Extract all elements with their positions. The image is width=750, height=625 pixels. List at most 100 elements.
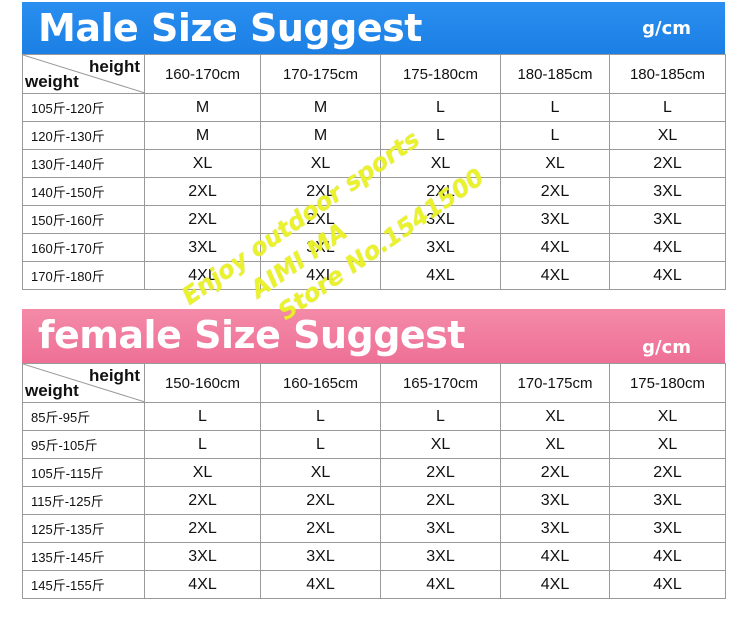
table-row: 140斤-150斤 2XL 2XL 2XL 2XL 3XL [22,177,726,206]
size-cell: 3XL [500,486,610,515]
weight-cell: 135斤-145斤 [22,542,145,571]
table-row: 120斤-130斤 M M L L XL [22,121,726,150]
size-cell: 3XL [500,205,610,234]
size-cell: 3XL [500,514,610,543]
header-row: height weight 150-160cm 160-165cm 165-170cm 1… [22,363,726,403]
weight-label: weight [25,381,79,400]
table-row: 130斤-140斤 XL XL XL XL 2XL [22,149,726,178]
size-cell: M [144,121,261,150]
size-cell: M [144,93,261,122]
height-label: height [89,57,140,76]
size-cell: XL [609,430,726,459]
size-cell: 2XL [500,177,610,206]
size-cell: L [380,93,501,122]
size-cell: 2XL [144,205,261,234]
size-cell: XL [609,121,726,150]
female-size-table: height weight 150-160cm 160-165cm 165-170cm 1… [22,363,726,599]
size-cell: L [260,430,381,459]
height-header-cell: 170-175cm [260,54,381,94]
weight-cell: 150斤-160斤 [22,205,145,234]
size-cell: XL [500,430,610,459]
size-cell: 4XL [609,542,726,571]
size-cell: 4XL [500,570,610,599]
height-header-cell: 170-175cm [500,363,610,403]
size-cell: L [500,93,610,122]
table-row: 150斤-160斤 2XL 2XL 3XL 3XL 3XL [22,205,726,234]
size-cell: 3XL [609,486,726,515]
height-header-cell: 165-170cm [380,363,501,403]
size-cell: 2XL [260,514,381,543]
height-header-cell: 175-180cm [380,54,501,94]
height-label: height [89,366,140,385]
corner-cell: height weight [22,363,145,403]
table-row: 135斤-145斤 3XL 3XL 3XL 4XL 4XL [22,542,726,571]
female-unit-label: g/cm [642,337,691,358]
size-cell: 4XL [260,570,381,599]
size-cell: 3XL [609,514,726,543]
weight-cell: 160斤-170斤 [22,233,145,262]
size-cell: L [380,121,501,150]
size-cell: 3XL [260,233,381,262]
size-cell: 3XL [260,542,381,571]
size-cell: 2XL [144,514,261,543]
size-cell: 3XL [144,233,261,262]
header-row: height weight 160-170cm 170-175cm 175-180cm 1… [22,54,726,94]
size-cell: 3XL [380,205,501,234]
height-header-cell: 175-180cm [609,363,726,403]
weight-cell: 95斤-105斤 [22,430,145,459]
size-cell: 4XL [260,261,381,290]
size-cell: 4XL [144,261,261,290]
female-size-title: female Size Suggest [38,313,465,357]
table-row: 105斤-115斤 XL XL 2XL 2XL 2XL [22,458,726,487]
height-header-cell: 180-185cm [609,54,726,94]
height-header-cell: 150-160cm [144,363,261,403]
size-cell: XL [260,458,381,487]
size-cell: 2XL [380,177,501,206]
table-row: 125斤-135斤 2XL 2XL 3XL 3XL 3XL [22,514,726,543]
male-size-table: height weight 160-170cm 170-175cm 175-180cm 1… [22,54,726,290]
size-cell: 3XL [144,542,261,571]
male-unit-label: g/cm [642,18,691,39]
size-cell: 2XL [380,486,501,515]
size-cell: XL [500,149,610,178]
size-cell: 2XL [609,149,726,178]
size-cell: 3XL [380,542,501,571]
male-size-title: Male Size Suggest [38,6,422,50]
weight-cell: 130斤-140斤 [22,149,145,178]
height-header-cell: 180-185cm [500,54,610,94]
size-cell: XL [260,149,381,178]
size-cell: 2XL [380,458,501,487]
weight-cell: 120斤-130斤 [22,121,145,150]
size-cell: XL [609,402,726,431]
size-cell: 4XL [609,233,726,262]
size-cell: L [144,402,261,431]
weight-cell: 125斤-135斤 [22,514,145,543]
table-row: 85斤-95斤 L L L XL XL [22,402,726,431]
size-cell: 4XL [380,261,501,290]
corner-cell: height weight [22,54,145,94]
size-cell: 2XL [609,458,726,487]
size-cell: XL [500,402,610,431]
weight-cell: 170斤-180斤 [22,261,145,290]
size-cell: 2XL [500,458,610,487]
weight-label: weight [25,72,79,91]
size-cell: M [260,93,381,122]
female-size-banner: female Size Suggest g/cm [22,309,725,363]
corner-diagonal [23,55,144,93]
size-cell: XL [380,430,501,459]
corner-diagonal [23,364,144,402]
table-row: 105斤-120斤 M M L L L [22,93,726,122]
size-cell: 2XL [260,205,381,234]
height-header-cell: 160-170cm [144,54,261,94]
table-row: 160斤-170斤 3XL 3XL 3XL 4XL 4XL [22,233,726,262]
size-cell: XL [144,458,261,487]
size-cell: 3XL [380,233,501,262]
size-cell: 2XL [260,177,381,206]
weight-cell: 105斤-115斤 [22,458,145,487]
size-cell: XL [144,149,261,178]
table-row: 170斤-180斤 4XL 4XL 4XL 4XL 4XL [22,261,726,290]
table-row: 95斤-105斤 L L XL XL XL [22,430,726,459]
size-cell: 2XL [144,177,261,206]
size-cell: 4XL [500,233,610,262]
weight-cell: 140斤-150斤 [22,177,145,206]
